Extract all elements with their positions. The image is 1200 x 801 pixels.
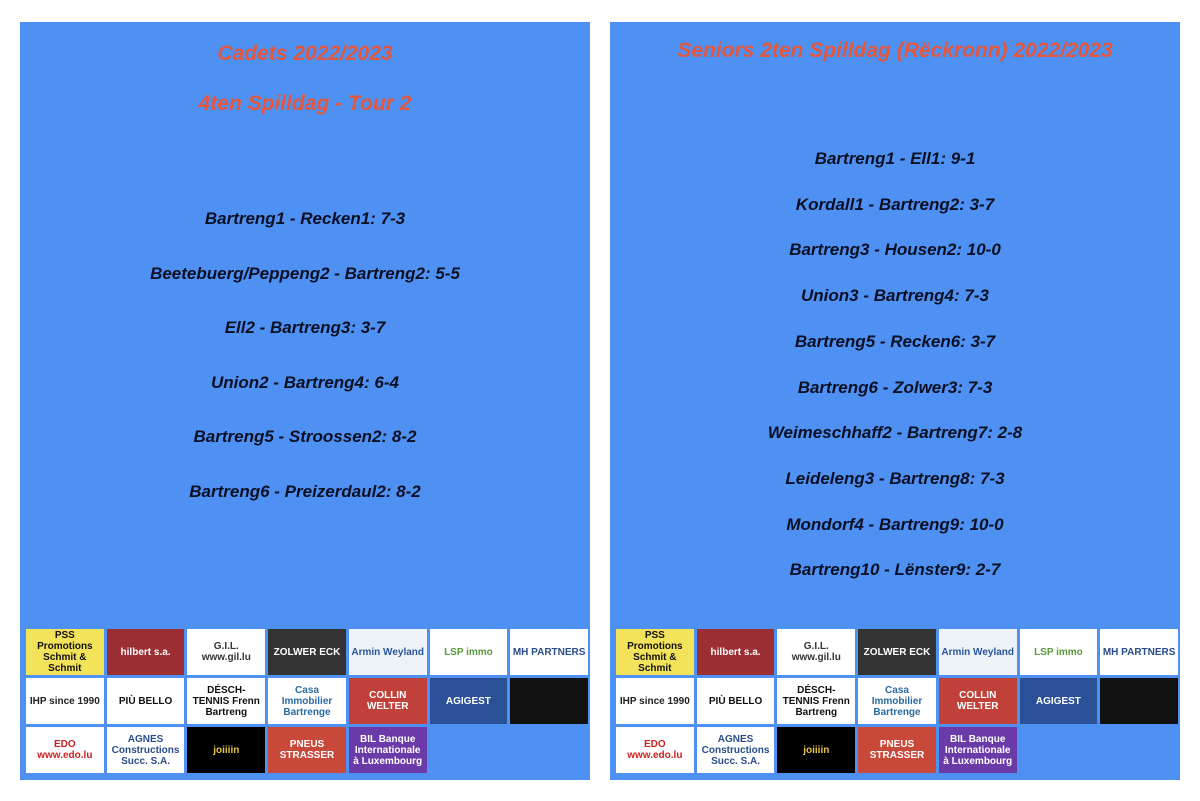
match-result: Bartreng5 - Recken6: 3-7: [794, 331, 996, 351]
sponsor-logo: EDO www.edo.lu: [26, 727, 104, 773]
sponsor-logo: G.I.L. www.gil.lu: [187, 629, 266, 675]
sponsor-grid: PSS Promotions Schmit & Schmit hilbert s.…: [24, 629, 590, 773]
sponsor-logo: MH PARTNERS: [1100, 629, 1178, 675]
match-result: Bartreng5 - Stroossen2: 8-2: [193, 427, 417, 446]
sponsor-logo: PSS Promotions Schmit & Schmit: [616, 629, 694, 675]
sponsor-logo: AGIGEST: [429, 678, 508, 724]
sponsor-logo: DÉSCH-TENNIS Frenn Bartreng: [187, 678, 266, 724]
match-result: Leideleng3 - Bartreng8: 7-3: [785, 468, 1005, 488]
sponsor-logo: BIL Banque Internationale à Luxembourg: [938, 727, 1017, 773]
sponsor-logo: Casa Immobilier Bartrenge: [858, 678, 936, 724]
panel-subtitle: 4ten Spilldag - Tour 2: [198, 92, 412, 115]
match-result: Bartreng3 - Housen2: 10-0: [789, 240, 1001, 260]
sponsor-logo: AGNES Constructions Succ. S.A.: [106, 727, 185, 773]
sponsor-logo: hilbert s.a.: [696, 629, 775, 675]
sponsor-logo: Armin Weyland: [348, 629, 427, 675]
match-result: Kordall1 - Bartreng2: 3-7: [795, 194, 995, 214]
match-result: Beetebuerg/Peppeng2 - Bartreng2: 5-5: [150, 263, 460, 283]
sponsor-logo: G.I.L. www.gil.lu: [777, 629, 856, 675]
sponsor-logo: MH PARTNERS: [510, 629, 588, 675]
sponsor-logo: AGIGEST: [1019, 678, 1098, 724]
sponsor-logo: IHP since 1990: [616, 678, 694, 724]
match-result: Bartreng1 - Recken1: 7-3: [204, 209, 406, 228]
match-result: Union2 - Bartreng4: 6-4: [211, 372, 399, 392]
sponsor-logo: ZOLWER ECK: [268, 629, 346, 675]
sponsor-logo: joiiiin: [777, 727, 856, 773]
sponsor-logo: BIL Banque Internationale à Luxembourg: [348, 727, 427, 773]
match-result: Bartreng1 - Ell1: 9-1: [814, 149, 976, 168]
sponsor-logo: PIÙ BELLO: [696, 678, 775, 724]
sponsor-logo: EDO www.edo.lu: [616, 727, 694, 773]
sponsor-logo: COLLIN WELTER: [348, 678, 427, 724]
match-result: Mondorf4 - Bartreng9: 10-0: [786, 514, 1004, 534]
sponsor-logo: joiiiin: [187, 727, 266, 773]
sponsor-logo: ZOLWER ECK: [858, 629, 936, 675]
sponsor-logo: DÉSCH-TENNIS Frenn Bartreng: [777, 678, 856, 724]
sponsor-logo: PNEUS STRASSER: [858, 727, 936, 773]
sponsor-logo: LSP immo: [429, 629, 508, 675]
sponsor-logo: COLLIN WELTER: [938, 678, 1017, 724]
match-result: Bartreng6 - Zolwer3: 7-3: [797, 377, 993, 397]
sponsor-logo: [1100, 678, 1178, 724]
sponsor-logo: PIÙ BELLO: [106, 678, 185, 724]
cadets-panel: Cadets 2022/2023 4ten Spilldag - Tour 2 …: [20, 22, 590, 780]
match-result: Weimeschhaff2 - Bartreng7: 2-8: [767, 423, 1023, 443]
sponsor-logo: AGNES Constructions Succ. S.A.: [696, 727, 775, 773]
sponsor-logo: PNEUS STRASSER: [268, 727, 346, 773]
sponsor-logo: [510, 678, 588, 724]
match-result: Bartreng10 - Lënster9: 2-7: [789, 560, 1001, 580]
sponsor-logo: hilbert s.a.: [106, 629, 185, 675]
panel-title: Seniors 2ten Spilldag (Rëckronn) 2022/20…: [677, 39, 1113, 62]
panel-title: Cadets 2022/2023: [217, 42, 393, 65]
sponsor-logo: Armin Weyland: [938, 629, 1017, 675]
sponsor-logo: PSS Promotions Schmit & Schmit: [26, 629, 104, 675]
sponsor-grid: PSS Promotions Schmit & Schmit hilbert s.…: [614, 629, 1180, 773]
sponsor-logo: IHP since 1990: [26, 678, 104, 724]
match-result: Union3 - Bartreng4: 7-3: [801, 286, 989, 306]
match-result: Ell2 - Bartreng3: 3-7: [224, 318, 386, 337]
sponsor-logo: Casa Immobilier Bartrenge: [268, 678, 346, 724]
match-result: Bartreng6 - Preizerdaul2: 8-2: [189, 481, 421, 501]
seniors-panel: Seniors 2ten Spilldag (Rëckronn) 2022/20…: [610, 22, 1180, 780]
sponsor-logo: LSP immo: [1019, 629, 1098, 675]
